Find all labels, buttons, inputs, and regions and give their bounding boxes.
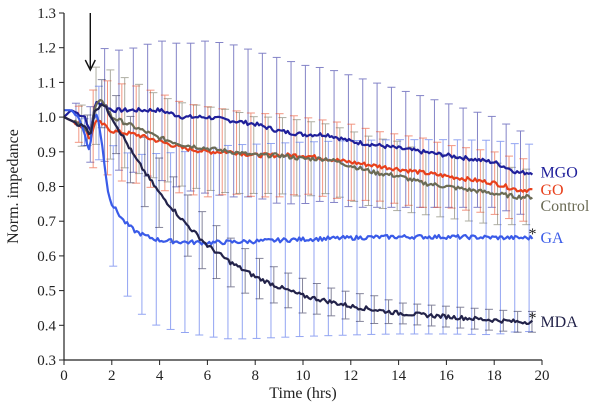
series-label-mda: MDA <box>540 314 578 331</box>
x-tick-label: 0 <box>60 368 68 384</box>
x-tick-label: 4 <box>156 368 164 384</box>
x-tick-label: 10 <box>296 368 311 384</box>
y-axis-title: Norm. impedance <box>5 129 22 244</box>
error-bars-ga <box>80 85 534 340</box>
series-line-ga <box>64 109 534 246</box>
x-tick-label: 2 <box>108 368 116 384</box>
y-tick-label: 0.4 <box>37 318 56 334</box>
series-line-mgo <box>63 100 534 176</box>
series-label-ga: GA <box>540 230 564 247</box>
x-tick-label: 16 <box>439 368 455 384</box>
x-tick-label: 6 <box>204 368 212 384</box>
y-tick-label: 1.2 <box>37 41 56 57</box>
series-lines <box>63 98 534 325</box>
y-tick-label: 1.1 <box>37 75 56 91</box>
series-label-go: GO <box>540 182 563 199</box>
series-marker-ga: * <box>528 226 536 243</box>
axis-ticks: 0 2 4 6 8 10 12 14 16 18 20 0.3 0.4 0.5 0.6 0.7 0.8 0.9 1.… <box>37 6 549 384</box>
x-axis-title: Time (hrs) <box>269 385 336 402</box>
series-marker-mda: * <box>528 310 536 327</box>
error-bars-control <box>77 66 531 226</box>
y-tick-label: 0.9 <box>37 145 56 161</box>
y-tick-label: 0.8 <box>37 180 56 196</box>
series-label-control: Control <box>540 198 589 215</box>
y-tick-label: 1.0 <box>37 110 56 126</box>
series-label-mgo: MGO <box>540 165 577 182</box>
down-arrow-icon <box>84 13 96 72</box>
x-tick-label: 18 <box>487 368 502 384</box>
series-line-mda <box>63 103 534 325</box>
arrow-head <box>84 59 96 72</box>
error-bars-go <box>74 80 528 222</box>
x-tick-label: 14 <box>391 368 407 384</box>
y-tick-label: 0.3 <box>37 353 56 369</box>
y-tick-label: 0.6 <box>37 249 56 265</box>
x-tick-label: 20 <box>535 368 550 384</box>
y-tick-label: 0.7 <box>37 214 56 230</box>
x-tick-label: 8 <box>251 368 259 384</box>
x-tick-label: 12 <box>343 368 358 384</box>
y-tick-label: 0.5 <box>37 284 56 300</box>
y-tick-label: 1.3 <box>37 6 56 22</box>
series-line-control <box>63 98 533 200</box>
